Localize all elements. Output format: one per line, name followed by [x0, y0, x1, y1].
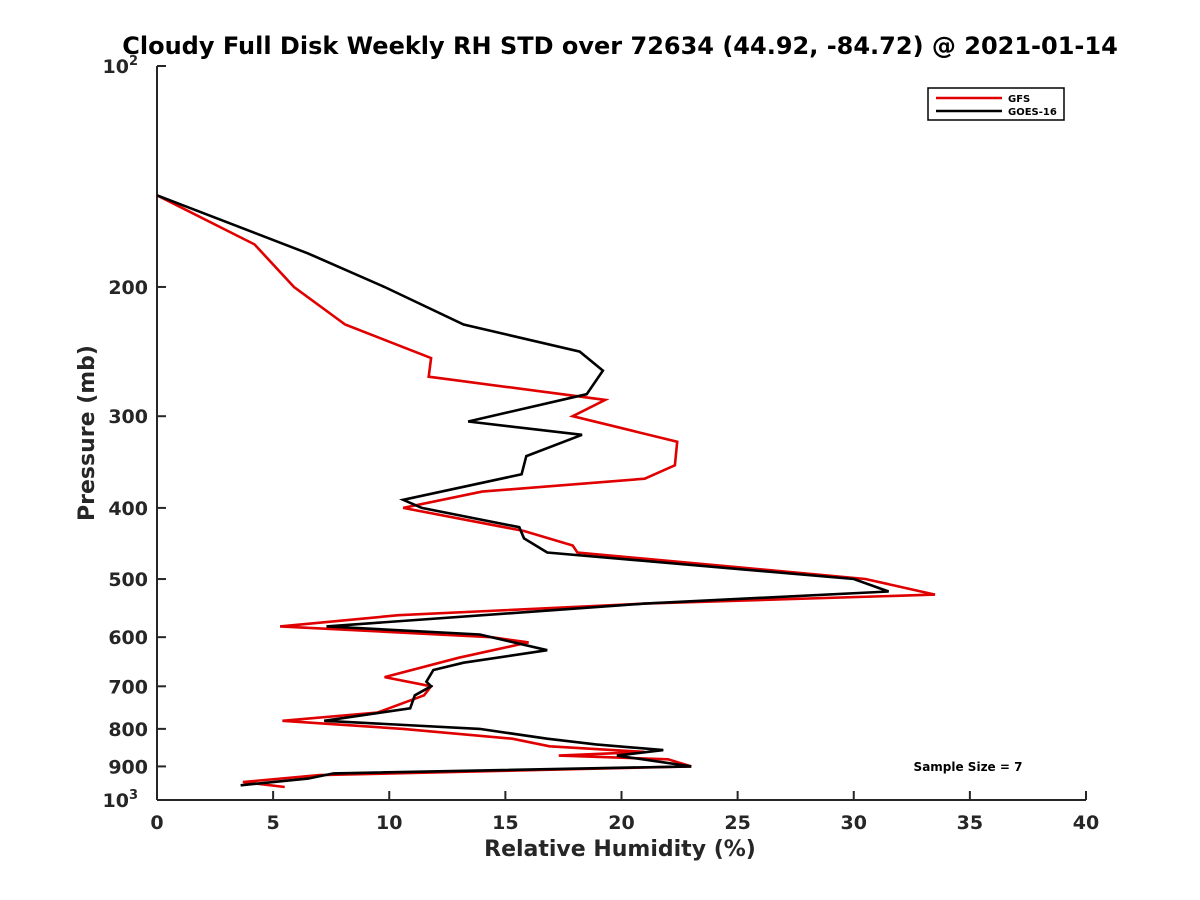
y-tick-label: 103 [103, 788, 139, 812]
y-tick-label: 900 [108, 756, 148, 778]
y-tick-label: 500 [108, 569, 148, 591]
y-tick-label: 800 [108, 719, 148, 741]
legend-box [927, 87, 1065, 121]
sample-size-annotation: Sample Size = 7 [914, 760, 1023, 774]
x-tick-label: 20 [608, 812, 634, 834]
x-tick-label: 35 [957, 812, 983, 834]
series-line-gfs [156, 194, 936, 789]
series-line-goes16 [156, 194, 890, 787]
chart-title: Cloudy Full Disk Weekly RH STD over 7263… [122, 32, 1118, 60]
y-tick-label: 200 [108, 277, 148, 299]
legend: GFS GOES-16 [927, 87, 1065, 121]
y-tick-label: 102 [103, 54, 139, 78]
x-axis-label: Relative Humidity (%) [484, 837, 756, 862]
y-axis-label: Pressure (mb) [75, 345, 100, 521]
legend-label-goes16: GOES-16 [1008, 107, 1057, 118]
x-tick-label: 15 [492, 812, 518, 834]
x-tick-label: 25 [724, 812, 750, 834]
y-tick-label: 700 [108, 676, 148, 698]
x-tick-label: 0 [150, 812, 163, 834]
x-tick-label: 40 [1073, 812, 1099, 834]
plot-area: 0 5 10 15 20 25 30 35 40 102 200 300 400 500 600 700 800… [103, 54, 1100, 834]
y-tick-label: 400 [108, 498, 148, 520]
y-tick-label: 600 [108, 627, 148, 649]
x-tick-label: 30 [841, 812, 867, 834]
y-tick-label: 300 [108, 406, 148, 428]
x-tick-label: 5 [267, 812, 280, 834]
legend-label-gfs: GFS [1008, 94, 1030, 105]
x-tick-label: 10 [376, 812, 402, 834]
